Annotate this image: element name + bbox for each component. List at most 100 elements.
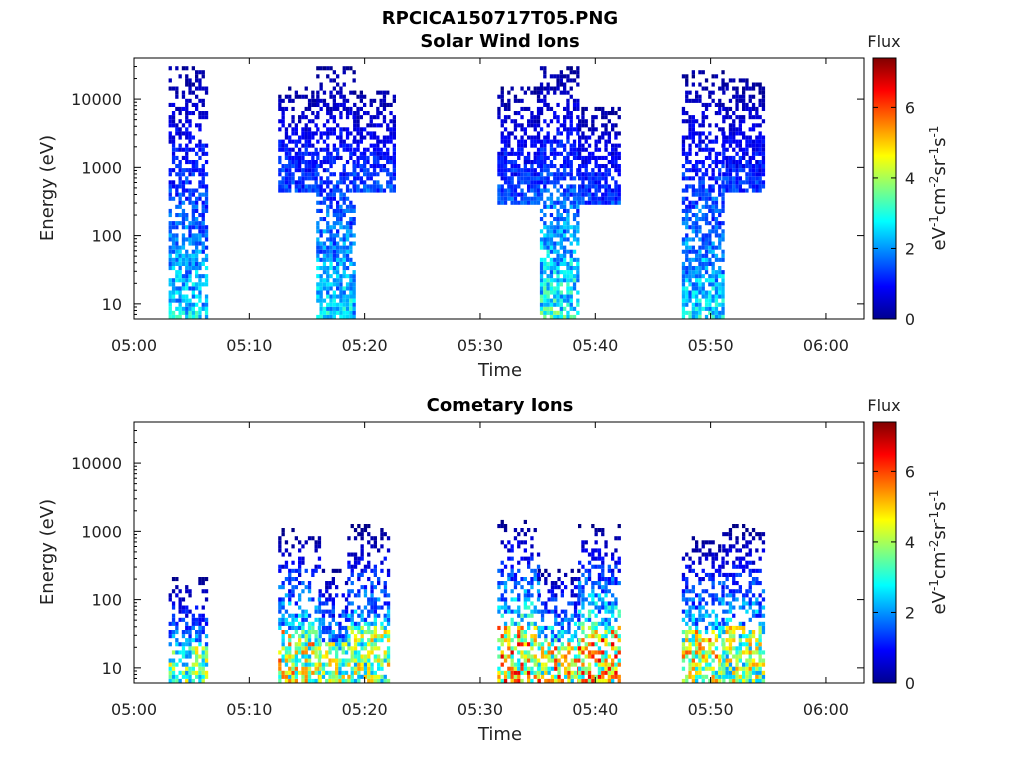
- heatmap-cell: [342, 192, 346, 197]
- heatmap-cell: [722, 572, 726, 577]
- heatmap-cell: [195, 270, 199, 275]
- heatmap-cell: [307, 168, 312, 173]
- heatmap-cell: [695, 306, 699, 311]
- heatmap-cell: [204, 200, 209, 205]
- heatmap-cell: [188, 650, 192, 655]
- heatmap-cell: [185, 115, 189, 120]
- heatmap-cell: [386, 609, 391, 614]
- heatmap-cell: [304, 143, 308, 148]
- heatmap-cell: [188, 253, 192, 258]
- heatmap-cell: [363, 135, 367, 140]
- heatmap-cell: [359, 115, 363, 120]
- heatmap-cell: [708, 131, 712, 136]
- heatmap-cell: [584, 581, 588, 586]
- heatmap-cell: [560, 593, 564, 598]
- heatmap-cell: [604, 164, 608, 169]
- heatmap-cell: [178, 147, 182, 152]
- heatmap-cell: [537, 666, 541, 671]
- heatmap-cell: [594, 634, 598, 639]
- heatmap-cell: [319, 86, 323, 91]
- heatmap-cell: [721, 127, 725, 132]
- heatmap-cell: [722, 176, 726, 181]
- heatmap-cell: [328, 634, 332, 639]
- heatmap-cell: [304, 568, 308, 573]
- heatmap-cell: [728, 666, 733, 671]
- heatmap-cell: [698, 70, 702, 75]
- heatmap-cell: [761, 102, 766, 107]
- heatmap-cell: [698, 593, 702, 598]
- heatmap-cell: [383, 654, 387, 659]
- heatmap-cell: [711, 200, 715, 205]
- heatmap-cell: [336, 155, 340, 160]
- heatmap-cell: [554, 634, 558, 639]
- heatmap-cell: [591, 581, 595, 586]
- heatmap-cell: [617, 196, 621, 201]
- heatmap-cell: [714, 139, 719, 144]
- heatmap-cell: [564, 617, 568, 622]
- heatmap-cell: [204, 577, 209, 582]
- heatmap-cell: [742, 536, 746, 541]
- heatmap-cell: [349, 106, 353, 111]
- heatmap-cell: [369, 115, 373, 120]
- heatmap-cell: [195, 241, 199, 246]
- heatmap-cell: [617, 560, 621, 565]
- heatmap-cell: [708, 282, 712, 287]
- heatmap-cell: [307, 151, 312, 156]
- heatmap-cell: [294, 601, 298, 606]
- heatmap-cell: [533, 160, 537, 165]
- heatmap-cell: [560, 581, 564, 586]
- heatmap-cell: [175, 213, 179, 218]
- heatmap-cell: [359, 151, 363, 156]
- heatmap-cell: [714, 314, 719, 319]
- heatmap-cell: [607, 678, 611, 683]
- heatmap-cell: [288, 164, 292, 169]
- heatmap-cell: [701, 233, 705, 238]
- heatmap-cell: [718, 106, 722, 111]
- heatmap-cell: [363, 589, 368, 594]
- heatmap-cell: [732, 168, 736, 173]
- heatmap-cell: [681, 119, 686, 124]
- heatmap-cell: [556, 266, 560, 271]
- heatmap-cell: [307, 642, 312, 647]
- heatmap-cell: [553, 249, 557, 254]
- heatmap-cell: [307, 589, 312, 594]
- heatmap-cell: [311, 94, 315, 99]
- heatmap-cell: [336, 294, 340, 299]
- heatmap-cell: [681, 147, 686, 152]
- heatmap-cell: [367, 630, 371, 635]
- heatmap-cell: [611, 176, 615, 181]
- heatmap-cell: [345, 233, 350, 238]
- heatmap-cell: [191, 102, 195, 107]
- heatmap-cell: [758, 90, 762, 95]
- heatmap-cell: [559, 78, 563, 83]
- heatmap-cell: [563, 90, 567, 95]
- heatmap-cell: [204, 253, 209, 258]
- heatmap-cell: [329, 106, 333, 111]
- heatmap-cell: [688, 160, 692, 165]
- heatmap-cell: [563, 261, 567, 266]
- heatmap-cell: [617, 609, 621, 614]
- heatmap-cell: [520, 172, 524, 177]
- heatmap-cell: [311, 172, 315, 177]
- heatmap-cell: [339, 213, 343, 218]
- heatmap-cell: [714, 196, 719, 201]
- heatmap-cell: [188, 674, 192, 679]
- heatmap-cell: [718, 127, 722, 132]
- heatmap-cell: [572, 139, 577, 144]
- heatmap-cell: [497, 94, 501, 99]
- heatmap-cell: [304, 151, 308, 156]
- heatmap-cell: [566, 74, 570, 79]
- heatmap-cell: [725, 106, 729, 111]
- heatmap-cell: [569, 225, 573, 230]
- heatmap-cell: [278, 544, 282, 549]
- heatmap-cell: [566, 131, 570, 136]
- heatmap-cell: [681, 646, 686, 651]
- heatmap-cell: [382, 90, 387, 95]
- heatmap-cell: [329, 94, 333, 99]
- heatmap-cell: [536, 658, 541, 663]
- heatmap-cell: [553, 204, 557, 209]
- heatmap-cell: [363, 564, 368, 569]
- heatmap-cell: [751, 102, 756, 107]
- heatmap-cell: [500, 678, 504, 683]
- heatmap-cell: [373, 564, 377, 569]
